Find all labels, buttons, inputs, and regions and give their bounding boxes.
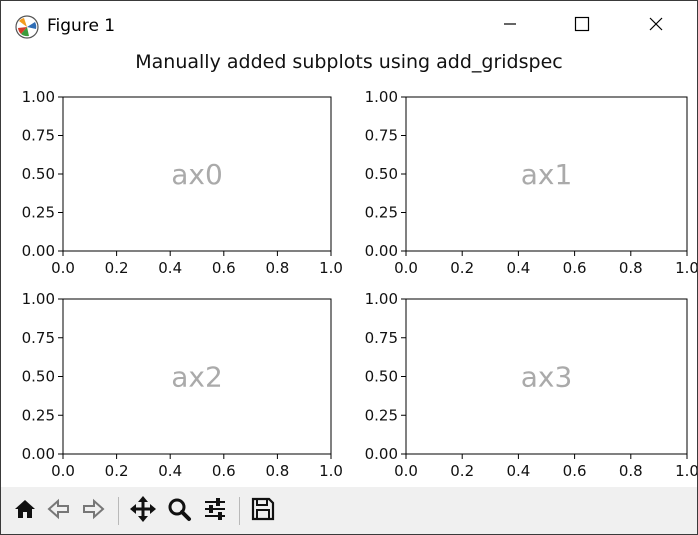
- x-tick-label: 0.6: [563, 259, 587, 277]
- x-tick-label: 0.8: [265, 462, 289, 480]
- axes-label: ax2: [171, 361, 223, 394]
- y-tick-label: 1.00: [22, 290, 55, 308]
- maximize-button[interactable]: [559, 6, 605, 46]
- x-tick-label: 0.8: [619, 462, 643, 480]
- x-tick-label: 0.4: [158, 462, 182, 480]
- x-tick-label: 1.0: [675, 462, 697, 480]
- x-tick-label: 0.4: [506, 259, 530, 277]
- x-tick-label: 0.6: [212, 462, 236, 480]
- pan-button[interactable]: [127, 495, 159, 527]
- y-tick-label: 0.00: [365, 242, 398, 260]
- axes-frame: [62, 96, 332, 252]
- axes-frame: [62, 298, 332, 455]
- figure-canvas[interactable]: 0.0 0.2 0.4 0.6 0.8 1.0 0.00 0.25 0.50 0.75 1.00 ax…: [1, 51, 697, 487]
- minimize-icon: [502, 16, 518, 36]
- y-tick-label: 1.00: [365, 290, 398, 308]
- x-tick-label: 0.0: [51, 462, 75, 480]
- x-tick-label: 0.8: [265, 259, 289, 277]
- save-button[interactable]: [247, 495, 279, 527]
- y-tick-label: 0.00: [22, 242, 55, 260]
- x-tick-label: 0.6: [212, 259, 236, 277]
- subplot-ax1[interactable]: 0.0 0.2 0.4 0.6 0.8 1.0 0.00 0.25 0.50 0.75 1.00 ax…: [365, 88, 697, 277]
- y-tick-label: 0.75: [22, 329, 55, 347]
- zoom-button[interactable]: [163, 495, 195, 527]
- save-icon: [250, 496, 276, 526]
- home-button[interactable]: [9, 495, 41, 527]
- home-icon: [12, 496, 38, 526]
- y-tick-label: 0.50: [365, 165, 398, 183]
- close-icon: [648, 16, 664, 36]
- y-tick-label: 0.00: [365, 445, 398, 463]
- y-tick-label: 0.75: [365, 329, 398, 347]
- y-tick-label: 0.50: [365, 368, 398, 386]
- x-tick-label: 0.0: [394, 259, 418, 277]
- y-tick-label: 0.50: [22, 165, 55, 183]
- y-tick-label: 0.75: [22, 127, 55, 145]
- matplotlib-logo-icon: [15, 15, 39, 39]
- toolbar-separator: [239, 497, 240, 525]
- y-tick-label: 0.75: [365, 127, 398, 145]
- axes-frame: [405, 96, 688, 252]
- y-tick-label: 0.00: [22, 445, 55, 463]
- maximize-icon: [574, 16, 590, 36]
- window-title: Figure 1: [47, 16, 116, 36]
- zoom-icon: [166, 496, 192, 526]
- x-tick-label: 0.6: [563, 462, 587, 480]
- back-button[interactable]: [43, 495, 75, 527]
- axes-label: ax0: [171, 158, 223, 191]
- x-tick-label: 0.0: [51, 259, 75, 277]
- x-tick-label: 0.2: [105, 259, 129, 277]
- close-button[interactable]: [633, 6, 679, 46]
- subplot-ax0[interactable]: 0.0 0.2 0.4 0.6 0.8 1.0 0.00 0.25 0.50 0.75 1.00 ax…: [22, 88, 343, 277]
- axes-label: ax3: [521, 361, 573, 394]
- y-tick-label: 1.00: [365, 88, 398, 106]
- axes-frame: [405, 298, 688, 455]
- x-tick-label: 1.0: [319, 462, 343, 480]
- configure-subplots-button[interactable]: [199, 495, 231, 527]
- configure-subplots-icon: [202, 496, 228, 526]
- back-icon: [46, 496, 72, 526]
- y-tick-label: 1.00: [22, 88, 55, 106]
- x-tick-label: 0.2: [450, 462, 474, 480]
- title-bar: Figure 1: [1, 1, 697, 51]
- x-tick-label: 1.0: [319, 259, 343, 277]
- subplot-ax3[interactable]: 0.0 0.2 0.4 0.6 0.8 1.0 0.00 0.25 0.50 0.75 1.00 ax…: [365, 290, 697, 480]
- axes-label: ax1: [521, 158, 573, 191]
- y-tick-label: 0.50: [22, 368, 55, 386]
- y-tick-label: 0.25: [22, 406, 55, 424]
- x-tick-label: 1.0: [675, 259, 697, 277]
- subplot-ax2[interactable]: 0.0 0.2 0.4 0.6 0.8 1.0 0.00 0.25 0.50 0.75 1.00 ax…: [22, 290, 343, 480]
- pan-icon: [129, 495, 157, 527]
- x-tick-label: 0.4: [158, 259, 182, 277]
- minimize-button[interactable]: [487, 6, 533, 46]
- y-tick-label: 0.25: [22, 204, 55, 222]
- toolbar-separator: [118, 497, 119, 525]
- x-tick-label: 0.2: [105, 462, 129, 480]
- x-tick-label: 0.0: [394, 462, 418, 480]
- forward-button[interactable]: [77, 495, 109, 527]
- navigation-toolbar: [1, 487, 697, 534]
- x-tick-label: 0.2: [450, 259, 474, 277]
- y-tick-label: 0.25: [365, 406, 398, 424]
- figure-suptitle: Manually added subplots using add_gridsp…: [135, 51, 563, 73]
- y-tick-label: 0.25: [365, 204, 398, 222]
- x-tick-label: 0.8: [619, 259, 643, 277]
- x-tick-label: 0.4: [506, 462, 530, 480]
- forward-icon: [80, 496, 106, 526]
